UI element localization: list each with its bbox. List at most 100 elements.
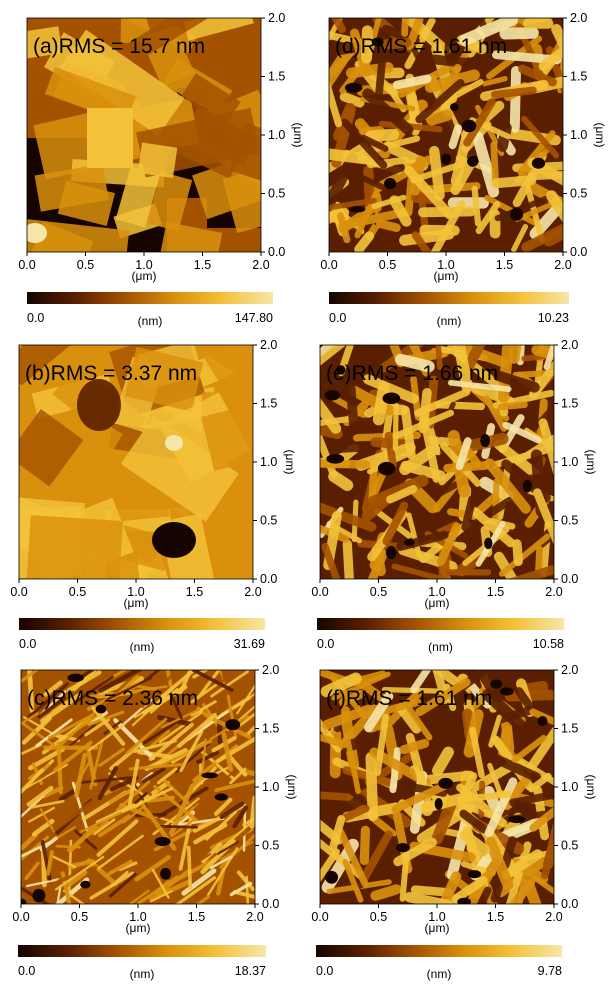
y-tick-label: 0.5 — [268, 187, 285, 201]
panel-title: (b)RMS = 3.37 nm — [25, 362, 197, 385]
y-axis-label: (μm) — [283, 450, 297, 475]
x-tick-label: 1.0 — [428, 585, 445, 599]
afm-panel-svg: 0.0 0.5 1.0 1.5 2.00.00.51.01.52.0(μm)(μm)(c… — [12, 663, 299, 981]
x-tick-label: 0.0 — [18, 258, 35, 272]
x-tick-label: 1.0 — [127, 585, 144, 599]
x-tick-label: 1.5 — [188, 910, 205, 924]
colorbar — [317, 618, 564, 630]
x-tick-label: 1.0 — [129, 910, 146, 924]
y-tick-label: 1.0 — [570, 128, 587, 142]
colorbar-unit-label: (nm) — [130, 640, 155, 654]
y-tick-label: 2.0 — [260, 338, 277, 352]
colorbar-max-label: 9.78 — [538, 964, 562, 978]
colorbar-unit-label: (nm) — [130, 967, 155, 981]
y-tick-label: 1.5 — [262, 722, 279, 736]
afm-height-map — [320, 345, 554, 579]
colorbar-min-label: 0.0 — [317, 637, 334, 651]
afm-height-map — [19, 345, 253, 579]
x-axis-label: (μm) — [425, 921, 450, 935]
x-axis-label: (μm) — [434, 269, 459, 283]
y-tick-label: 0.0 — [570, 245, 587, 259]
x-tick-label: 2.0 — [246, 910, 263, 924]
x-tick-label: 0.0 — [10, 585, 27, 599]
colorbar-max-label: 147.80 — [235, 311, 273, 325]
y-tick-label: 0.5 — [561, 839, 578, 853]
x-tick-label: 0.0 — [12, 910, 29, 924]
y-tick-label: 1.5 — [268, 70, 285, 84]
x-tick-label: 1.5 — [194, 258, 211, 272]
y-tick-label: 1.0 — [561, 780, 578, 794]
y-tick-label: 0.0 — [561, 897, 578, 911]
y-tick-label: 1.0 — [268, 128, 285, 142]
y-tick-label: 1.5 — [570, 70, 587, 84]
afm-panel-svg: 0.0 0.5 1.0 1.5 2.00.00.51.01.52.0(μm)(μm)(a… — [18, 11, 305, 328]
x-tick-label: 1.5 — [487, 910, 504, 924]
x-tick-label: 2.0 — [554, 258, 571, 272]
y-tick-label: 0.0 — [268, 245, 285, 259]
colorbar-max-label: 10.58 — [533, 637, 564, 651]
afm-height-map — [329, 18, 563, 252]
colorbar-max-label: 10.23 — [538, 311, 569, 325]
y-axis-label: (μm) — [584, 450, 598, 475]
x-tick-label: 2.0 — [545, 585, 562, 599]
panel-title: (a)RMS = 15.7 nm — [33, 35, 205, 58]
colorbar-max-label: 31.69 — [234, 637, 265, 651]
panel-title: (c)RMS = 2.36 nm — [27, 687, 198, 710]
y-tick-label: 0.0 — [262, 897, 279, 911]
x-tick-label: 0.5 — [370, 910, 387, 924]
y-tick-label: 1.5 — [260, 397, 277, 411]
afm-height-map — [320, 670, 554, 904]
y-tick-label: 2.0 — [570, 11, 587, 25]
afm-height-map — [21, 670, 255, 904]
x-tick-label: 1.0 — [428, 910, 445, 924]
y-tick-label: 1.5 — [561, 397, 578, 411]
panel-title: (e)RMS = 1.66 nm — [326, 362, 498, 385]
x-axis-label: (μm) — [132, 269, 157, 283]
x-tick-label: 1.0 — [437, 258, 454, 272]
x-tick-label: 0.5 — [379, 258, 396, 272]
x-axis-label: (μm) — [124, 596, 149, 610]
colorbar-unit-label: (nm) — [138, 314, 163, 328]
colorbar-min-label: 0.0 — [27, 311, 44, 325]
afm-panel-svg: 0.0 0.5 1.0 1.5 2.00.00.51.01.52.0(μm)(μm)(d… — [320, 11, 607, 328]
y-tick-label: 1.0 — [262, 780, 279, 794]
y-tick-label: 2.0 — [262, 663, 279, 677]
colorbar-min-label: 0.0 — [329, 311, 346, 325]
y-tick-label: 0.5 — [262, 839, 279, 853]
panel-title: (d)RMS = 1.61 nm — [335, 35, 507, 58]
x-tick-label: 1.5 — [186, 585, 203, 599]
x-axis-label: (μm) — [425, 596, 450, 610]
x-tick-label: 2.0 — [252, 258, 269, 272]
afm-height-map — [27, 18, 261, 252]
colorbar-min-label: 0.0 — [316, 964, 333, 978]
y-tick-label: 1.0 — [561, 455, 578, 469]
afm-panel-svg: 0.0 0.5 1.0 1.5 2.0 0.0 0.5 1.0 1.5 2.0 (μm) (μm) (e… — [311, 338, 598, 654]
y-tick-label: 0.5 — [570, 187, 587, 201]
colorbar-unit-label: (nm) — [427, 967, 452, 981]
x-tick-label: 1.0 — [135, 258, 152, 272]
y-axis-label: (μm) — [593, 123, 607, 148]
colorbar — [316, 945, 562, 957]
colorbar-unit-label: (nm) — [428, 640, 453, 654]
x-tick-label: 0.5 — [77, 258, 94, 272]
x-tick-label: 0.0 — [320, 258, 337, 272]
colorbar — [18, 945, 266, 957]
x-tick-label: 0.0 — [311, 585, 328, 599]
y-tick-label: 2.0 — [561, 338, 578, 352]
y-tick-label: 1.5 — [561, 722, 578, 736]
colorbar-unit-label: (nm) — [437, 314, 462, 328]
x-tick-label: 1.5 — [487, 585, 504, 599]
y-axis-label: (μm) — [285, 775, 299, 800]
x-tick-label: 0.5 — [71, 910, 88, 924]
y-tick-label: 2.0 — [561, 663, 578, 677]
colorbar — [329, 292, 569, 304]
x-tick-label: 0.0 — [311, 910, 328, 924]
y-axis-label: (μm) — [584, 775, 598, 800]
y-tick-label: 2.0 — [268, 11, 285, 25]
colorbar — [19, 618, 265, 630]
colorbar-max-label: 18.37 — [235, 964, 266, 978]
x-tick-label: 0.5 — [370, 585, 387, 599]
colorbar — [27, 292, 273, 304]
afm-panel-svg: 0.0 0.5 1.0 1.5 2.00.00.51.01.52.0(μm)(μm)(b… — [10, 338, 297, 654]
y-tick-label: 0.5 — [561, 514, 578, 528]
